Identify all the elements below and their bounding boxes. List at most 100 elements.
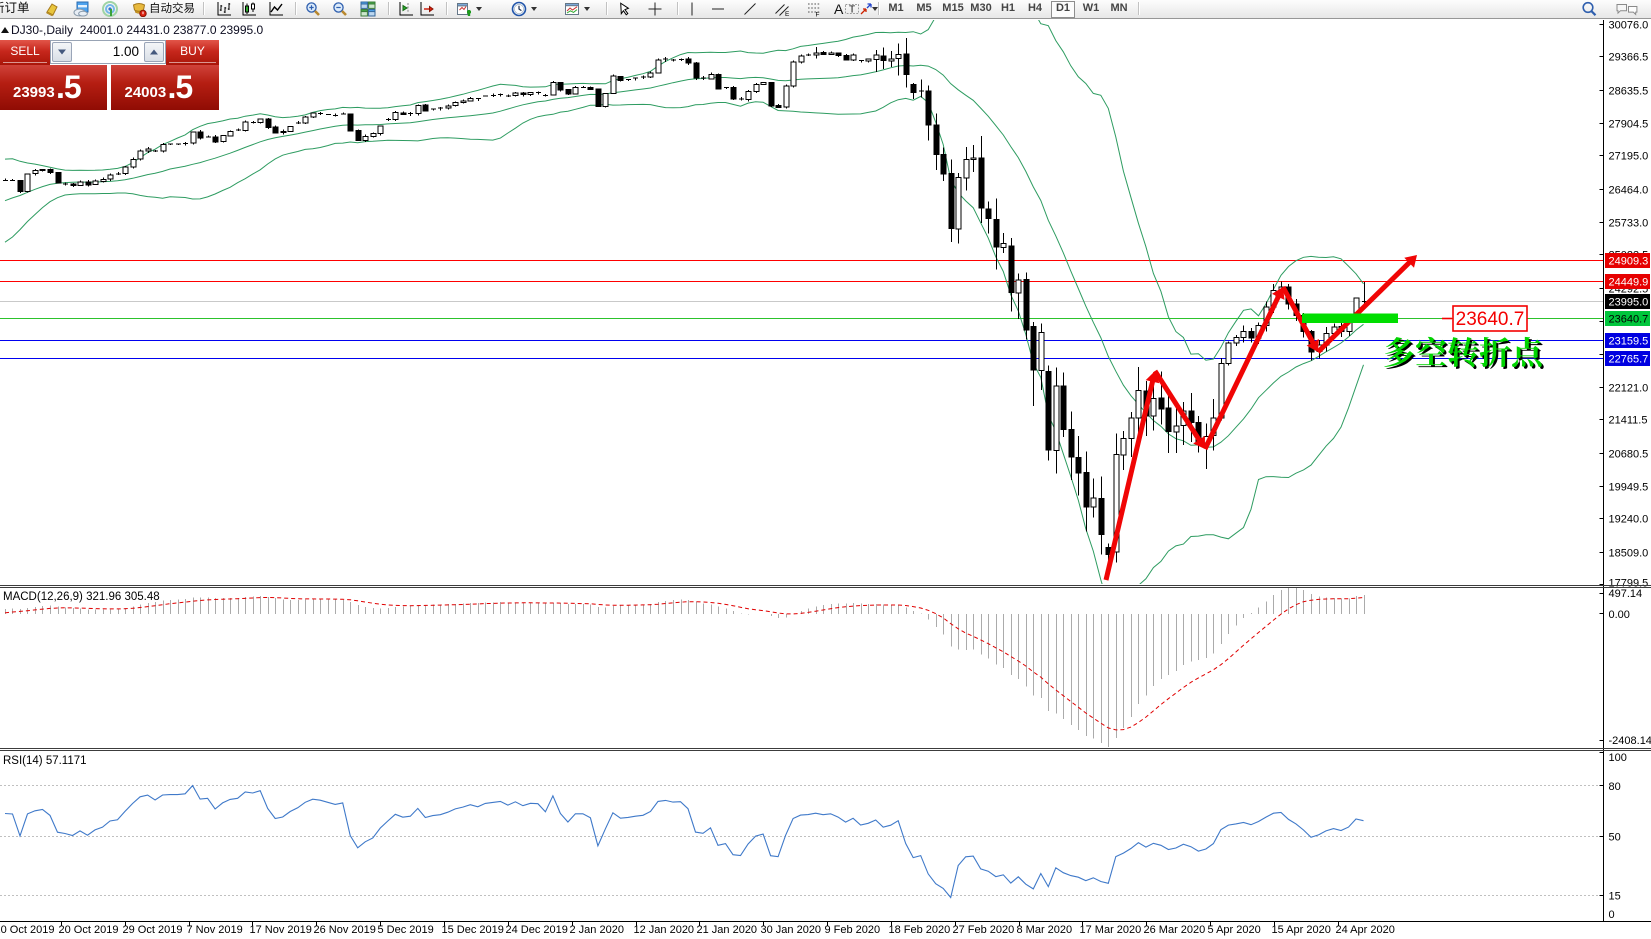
date-tick-label: 17 Nov 2019 [250, 924, 312, 936]
periods-icon[interactable] [511, 1, 527, 17]
price-badge-23159.5: 23159.5 [1609, 336, 1649, 348]
bar-chart-icon[interactable] [216, 1, 232, 17]
timeframe-M1[interactable]: M1 [888, 2, 904, 14]
toolbar: E F A T M1 M5 M15 M30 H1 H4 D1 W1 MN [0, 0, 1651, 19]
volume-increase-button[interactable] [144, 42, 164, 62]
macd-axis-label: 497.14 [1609, 588, 1643, 600]
indicators-dropdown[interactable] [584, 7, 590, 11]
chat-icon[interactable] [1616, 1, 1638, 17]
timeframe-H4[interactable]: H4 [1027, 2, 1043, 14]
auto-scroll-icon[interactable] [419, 1, 435, 17]
arrows-icon[interactable] [858, 1, 874, 17]
date-tick-label: 9 Feb 2020 [825, 924, 881, 936]
date-tick-label: 27 Feb 2020 [953, 924, 1015, 936]
chart-shift-icon[interactable] [398, 1, 414, 17]
channel-icon[interactable]: E [774, 1, 790, 18]
timeframe-M15[interactable]: M15 [942, 2, 964, 14]
new-order-button[interactable] [0, 1, 34, 17]
auto-trading-icon[interactable] [131, 1, 147, 18]
timeframe-M30[interactable]: M30 [970, 2, 992, 14]
zigzag-arrowhead [1193, 436, 1205, 449]
hline-icon[interactable] [710, 1, 726, 17]
zoom-out-icon[interactable] [332, 1, 348, 17]
new-chart-icon[interactable] [456, 1, 472, 17]
rsi-axis-label: 80 [1609, 781, 1621, 793]
volume-spinner: 1.00 [50, 40, 166, 64]
volume-decrease-button[interactable] [52, 42, 72, 62]
zigzag-segment[interactable] [1280, 285, 1316, 345]
sell-button[interactable]: SELL [0, 40, 50, 65]
macd-axis-label: -2408.14 [1609, 735, 1651, 747]
cursor-icon[interactable] [617, 1, 633, 17]
date-tick-label: 5 Dec 2019 [378, 924, 434, 936]
bb-lower [4, 95, 1364, 584]
sell-label: SELL [10, 44, 40, 58]
date-tick-label: 17 Mar 2020 [1080, 924, 1142, 936]
ohlc-values: 24001.0 24431.0 23877.0 23995.0 [79, 23, 264, 37]
candle-chart-icon[interactable] [241, 1, 257, 17]
symbol-title: DJ30-,Daily [11, 23, 74, 37]
macd-histogram [5, 588, 1365, 747]
timeframe-W1[interactable]: W1 [1082, 2, 1100, 14]
zigzag-segment[interactable] [1202, 294, 1282, 451]
collapse-triangle-icon[interactable] [1, 27, 9, 33]
date-tick-label: 26 Mar 2020 [1144, 924, 1206, 936]
zigzag-segment[interactable] [1103, 379, 1156, 581]
text-icon[interactable]: A [831, 1, 847, 17]
history-center-icon[interactable] [44, 1, 60, 17]
arrows-dropdown[interactable] [872, 7, 878, 11]
highlight-rect[interactable] [1302, 313, 1398, 324]
up-arrow-icon [150, 49, 158, 55]
price-tick: 19240.0 [1609, 514, 1649, 526]
toolbar-separator [606, 2, 607, 15]
buy-underline [169, 62, 216, 63]
date-tick-label: 5 Apr 2020 [1208, 924, 1261, 936]
crosshair-icon[interactable] [647, 1, 663, 17]
timeframe-MN[interactable]: MN [1110, 2, 1128, 14]
price-tick: 27904.5 [1609, 119, 1649, 131]
rsi-line [4, 784, 1364, 899]
toolbar-separator [446, 2, 447, 15]
window-cloud-icon[interactable] [73, 1, 89, 17]
timeframe-D1[interactable]: D1 [1051, 1, 1075, 18]
price-tick: 26464.0 [1609, 185, 1649, 197]
price-note-text[interactable]: 23640.7 [1456, 309, 1525, 330]
label-icon[interactable]: T [844, 1, 860, 17]
periods-dropdown[interactable] [531, 7, 537, 11]
sell-underline [3, 62, 47, 63]
timeframe-M5[interactable]: M5 [916, 2, 932, 14]
price-tick: 30076.0 [1609, 20, 1649, 32]
bear-candles [17, 52, 1345, 555]
down-arrow-icon [58, 49, 66, 55]
buy-price-box[interactable]: 24003 .5 [110, 65, 219, 110]
price-tick: 19949.5 [1609, 482, 1649, 494]
zigzag-arrowhead [1272, 287, 1285, 300]
zigzag-segment[interactable] [1316, 259, 1413, 354]
new-chart-dropdown[interactable] [476, 7, 482, 11]
line-chart-icon[interactable] [268, 1, 284, 17]
tile-windows-icon[interactable] [360, 1, 376, 17]
price-badge-24909.3: 24909.3 [1609, 256, 1649, 268]
date-tick-label: 10 Oct 2019 [0, 924, 54, 936]
trendline-icon[interactable] [742, 1, 758, 17]
volume-value[interactable]: 1.00 [112, 44, 139, 59]
vline-icon[interactable] [684, 1, 700, 17]
indicators-icon[interactable] [564, 1, 580, 17]
auto-trading-text [150, 2, 194, 14]
rsi-label: RSI(14) 57.1171 [3, 755, 87, 767]
zoom-in-icon[interactable] [305, 1, 321, 17]
signals-icon[interactable] [102, 1, 118, 17]
sell-price-box[interactable]: 23993 .5 [0, 65, 107, 110]
buy-button[interactable]: BUY [166, 40, 219, 65]
date-tick-label: 24 Dec 2019 [506, 924, 568, 936]
toolbar-separator [388, 2, 389, 15]
zigzag-segment[interactable] [1152, 369, 1203, 443]
fibonacci-icon[interactable]: F [806, 1, 822, 19]
toolbar-separator [203, 2, 204, 15]
timeframe-H1[interactable]: H1 [1000, 2, 1016, 14]
search-icon[interactable] [1581, 1, 1597, 17]
price-tick: 21411.5 [1609, 415, 1648, 427]
price-tick: 28635.5 [1609, 86, 1649, 98]
